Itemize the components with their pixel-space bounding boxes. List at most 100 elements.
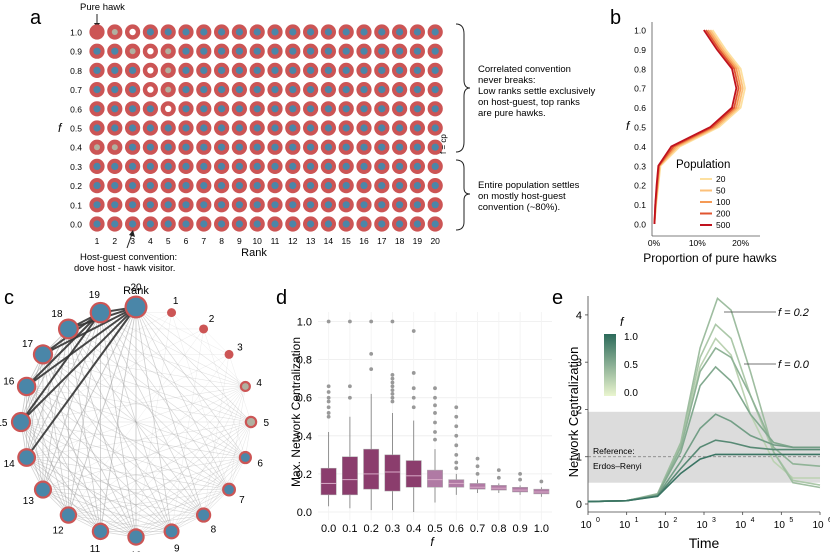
edge-4-10 [135, 386, 246, 538]
node-label-6: 6 [257, 458, 263, 469]
callout-f00: f = 0.0 [778, 359, 810, 371]
dot-inner-f0.9-r11 [271, 47, 279, 55]
edge-5-19 [100, 312, 252, 423]
dot-inner-f0.0-r20 [431, 220, 439, 228]
edge-17-20 [42, 306, 137, 356]
dot-inner-f0.9-r3 [129, 48, 136, 55]
dot-inner-f1.0-r19 [413, 28, 421, 36]
dot-inner-f1.0-r12 [289, 28, 297, 36]
d-outlier-0.6-1 [454, 460, 459, 465]
panel-e-label: e [552, 287, 563, 309]
dot-inner-f0.6-r17 [378, 105, 386, 113]
dot-inner-f0.0-r8 [218, 220, 226, 228]
edge-1-7 [171, 312, 230, 490]
reference-line-1: Reference: [593, 446, 635, 456]
edge-12-16 [26, 386, 69, 516]
x-tick-12: 12 [288, 236, 298, 246]
node-label-3: 3 [237, 342, 243, 353]
dot-inner-f0.9-r18 [396, 47, 404, 55]
dot-inner-f0.5-r19 [413, 124, 421, 132]
dot-inner-f0.7-r6 [182, 86, 190, 94]
dot-inner-f0.1-r20 [431, 201, 439, 209]
dot-inner-f0.0-r15 [342, 220, 350, 228]
annotation-bottom: Entire population settles on mostly host… [478, 180, 582, 213]
d-outlier-0.4-2 [411, 386, 416, 391]
d-outlier-0.6-4 [454, 433, 459, 438]
edge-8-16 [26, 386, 204, 516]
dot-inner-f0.8-r18 [396, 66, 404, 74]
edge-4-15 [20, 386, 246, 423]
edge-1-10 [135, 312, 172, 538]
dot-inner-f0.5-r6 [182, 124, 190, 132]
dot-inner-f0.0-r11 [271, 220, 279, 228]
dot-inner-f0.4-r20 [431, 143, 439, 151]
edge-12-19 [67, 312, 101, 516]
dot-inner-f0.8-r5 [165, 67, 172, 74]
panel-e-lines [587, 297, 821, 503]
dot-inner-f0.7-r17 [378, 86, 386, 94]
edge-6-19 [100, 312, 246, 458]
dot-inner-f0.0-r5 [164, 220, 172, 228]
dot-inner-f0.1-r12 [289, 201, 297, 209]
edge-9-14 [26, 457, 172, 532]
node-label-10: 10 [130, 551, 142, 552]
edge-8-17 [42, 354, 204, 516]
d-outlier-0.7-2 [475, 456, 480, 461]
y-tick-0.2: 0.2 [70, 181, 82, 191]
dot-inner-f0.6-r3 [129, 105, 137, 113]
dot-inner-f0.0-r9 [235, 220, 243, 228]
node-label-20: 20 [130, 283, 142, 294]
y-tick-0.8: 0.8 [70, 66, 82, 76]
dot-inner-f0.8-r8 [218, 66, 226, 74]
edge-15-20 [20, 306, 137, 423]
dot-inner-f0.2-r20 [431, 182, 439, 190]
dot-inner-f0.5-r17 [378, 124, 386, 132]
dot-inner-f0.2-r15 [342, 182, 350, 190]
dot-inner-f0.0-r13 [307, 220, 315, 228]
d-x-tick-0.3: 0.3 [385, 523, 400, 535]
d-outlier-0.2-0 [369, 367, 374, 372]
dot-inner-f0.3-r5 [164, 162, 172, 170]
e-x-tick-exp-0: 0 [596, 517, 600, 524]
dot-inner-f0.7-r14 [324, 86, 332, 94]
reference-label: Reference: Erdos–Renyi [593, 446, 642, 471]
dot-inner-f0.9-r20 [431, 47, 439, 55]
dot-inner-f0.8-r4 [147, 67, 154, 74]
dot-inner-f0.5-r9 [235, 124, 243, 132]
panel-e-band [588, 411, 820, 483]
dot-inner-f0.9-r10 [253, 47, 261, 55]
x-tick-14: 14 [324, 236, 334, 246]
e-line-f=0.9 [587, 453, 820, 503]
edge-6-10 [135, 457, 246, 538]
dot-inner-f0.2-r3 [129, 182, 137, 190]
d-outlier-0.1-2 [348, 319, 352, 324]
dot-inner-f1.0-r16 [360, 28, 368, 36]
dot-inner-f0.3-r10 [253, 162, 261, 170]
dot-inner-f0.0-r3 [129, 220, 137, 228]
e-legend-colorbar [604, 334, 616, 396]
dot-inner-f0.6-r2 [111, 105, 119, 113]
dot-inner-f0.1-r1 [93, 201, 101, 209]
edge-7-19 [100, 312, 230, 490]
y-tick-0.4: 0.4 [70, 143, 82, 153]
dot-inner-f0.4-r3 [129, 143, 137, 151]
host-guest-label: Host-guest convention: dove host - hawk … [74, 252, 180, 274]
dot-inner-f0.4-r17 [378, 143, 386, 151]
dot-inner-f0.6-r6 [182, 105, 190, 113]
edge-3-20 [135, 306, 230, 355]
dot-inner-f0.9-r19 [413, 47, 421, 55]
dot-inner-f0.1-r17 [378, 201, 386, 209]
d-y-tick-0.2: 0.2 [297, 469, 312, 481]
dot-inner-f0.8-r2 [111, 66, 119, 74]
dot-inner-f0.2-r13 [307, 182, 315, 190]
dot-inner-f0.3-r17 [378, 162, 386, 170]
edge-9-20 [135, 306, 172, 532]
dot-inner-f0.0-r4 [146, 220, 154, 228]
dot-inner-f1.0-r4 [146, 28, 154, 36]
panel-a-dots [89, 24, 443, 232]
panel-e-xlabel: Time [689, 535, 720, 551]
d-x-tick-0.6: 0.6 [449, 523, 464, 535]
dot-inner-f0.8-r13 [307, 66, 315, 74]
panel-d-label: d [276, 287, 287, 309]
e-x-tick-4: 10 [735, 520, 747, 531]
